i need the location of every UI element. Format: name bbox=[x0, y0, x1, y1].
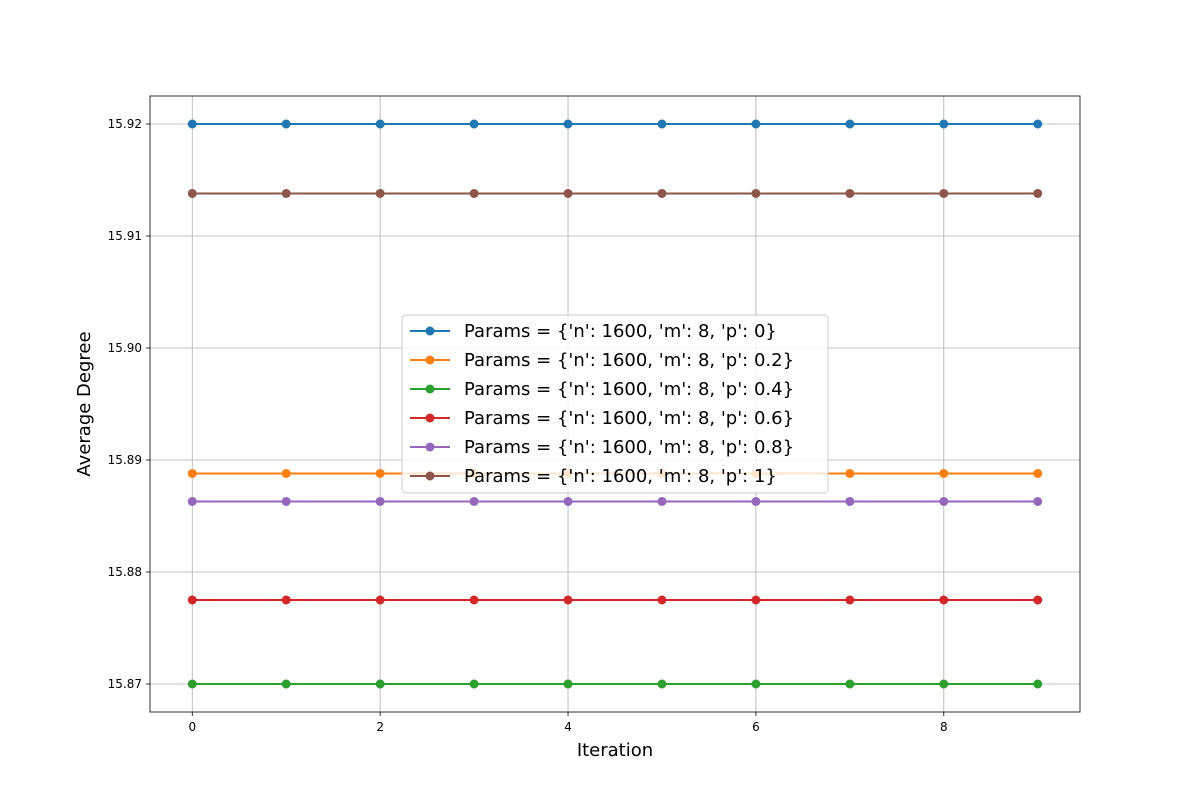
data-point bbox=[657, 679, 667, 689]
data-point bbox=[939, 496, 949, 506]
data-point bbox=[845, 468, 855, 478]
data-point bbox=[469, 188, 479, 198]
data-point bbox=[187, 595, 197, 605]
legend-label: Params = {'n': 1600, 'm': 8, 'p': 0.6} bbox=[464, 408, 794, 429]
legend: Params = {'n': 1600, 'm': 8, 'p': 0} Para… bbox=[401, 314, 829, 494]
data-point bbox=[657, 496, 667, 506]
legend-marker bbox=[425, 413, 435, 423]
y-tick-label: 15.92 bbox=[108, 117, 142, 131]
data-point bbox=[187, 679, 197, 689]
legend-marker bbox=[425, 471, 435, 481]
data-point bbox=[563, 679, 573, 689]
series-5 bbox=[187, 188, 1043, 198]
legend-label: Params = {'n': 1600, 'm': 8, 'p': 0} bbox=[464, 321, 777, 342]
data-point bbox=[845, 496, 855, 506]
legend-item: Params = {'n': 1600, 'm': 8, 'p': 0.2} bbox=[410, 350, 794, 371]
data-point bbox=[939, 119, 949, 129]
x-axis-title: Iteration bbox=[577, 740, 653, 761]
series-3 bbox=[187, 595, 1043, 605]
legend-marker bbox=[425, 355, 435, 365]
data-point bbox=[751, 679, 761, 689]
data-point bbox=[751, 595, 761, 605]
series-2 bbox=[187, 679, 1043, 689]
data-point bbox=[1033, 679, 1043, 689]
data-point bbox=[939, 679, 949, 689]
data-point bbox=[563, 188, 573, 198]
y-axis-title: Average Degree bbox=[74, 331, 95, 476]
data-point bbox=[187, 468, 197, 478]
x-tick-label: 0 bbox=[188, 720, 196, 734]
y-tick-label: 15.88 bbox=[108, 565, 142, 579]
data-point bbox=[469, 119, 479, 129]
data-point bbox=[657, 119, 667, 129]
data-point bbox=[751, 119, 761, 129]
data-point bbox=[375, 496, 385, 506]
legend-item: Params = {'n': 1600, 'm': 8, 'p': 0} bbox=[410, 321, 777, 342]
data-point bbox=[281, 496, 291, 506]
y-tick-label: 15.89 bbox=[108, 453, 142, 467]
data-point bbox=[751, 496, 761, 506]
legend-item: Params = {'n': 1600, 'm': 8, 'p': 0.6} bbox=[410, 408, 794, 429]
data-point bbox=[939, 468, 949, 478]
data-point bbox=[375, 119, 385, 129]
data-point bbox=[845, 119, 855, 129]
data-point bbox=[657, 595, 667, 605]
legend-marker bbox=[425, 442, 435, 452]
data-point bbox=[1033, 468, 1043, 478]
plot-frame bbox=[149, 95, 1081, 713]
data-point bbox=[563, 496, 573, 506]
y-tick-label: 15.87 bbox=[108, 677, 142, 691]
data-point bbox=[469, 679, 479, 689]
legend-box bbox=[401, 314, 829, 494]
data-point bbox=[1033, 119, 1043, 129]
data-point bbox=[563, 119, 573, 129]
y-tick-label: 15.90 bbox=[108, 341, 142, 355]
series-4 bbox=[187, 496, 1043, 506]
data-point bbox=[187, 119, 197, 129]
data-point bbox=[845, 188, 855, 198]
legend-marker bbox=[425, 384, 435, 394]
data-point bbox=[281, 468, 291, 478]
legend-label: Params = {'n': 1600, 'm': 8, 'p': 1} bbox=[464, 466, 777, 487]
data-point bbox=[751, 188, 761, 198]
legend-label: Params = {'n': 1600, 'm': 8, 'p': 0.8} bbox=[464, 437, 794, 458]
data-point bbox=[939, 188, 949, 198]
data-point bbox=[845, 595, 855, 605]
data-point bbox=[1033, 496, 1043, 506]
x-tick-label: 8 bbox=[940, 720, 948, 734]
legend-item: Params = {'n': 1600, 'm': 8, 'p': 0.8} bbox=[410, 437, 794, 458]
data-point bbox=[563, 595, 573, 605]
data-point bbox=[187, 188, 197, 198]
data-point bbox=[1033, 188, 1043, 198]
data-point bbox=[375, 468, 385, 478]
data-point bbox=[281, 188, 291, 198]
data-point bbox=[281, 679, 291, 689]
data-point bbox=[375, 595, 385, 605]
data-point bbox=[939, 595, 949, 605]
axes: 0 2 4 6 8 15.87 15.88 15.89 15.90 15.91 15.92 bbox=[108, 95, 1081, 734]
data-point bbox=[375, 679, 385, 689]
series-0 bbox=[187, 119, 1043, 129]
data-point bbox=[281, 595, 291, 605]
data-point bbox=[469, 496, 479, 506]
legend-marker bbox=[425, 326, 435, 336]
legend-item: Params = {'n': 1600, 'm': 8, 'p': 0.4} bbox=[410, 379, 794, 400]
y-tick-label: 15.91 bbox=[108, 229, 142, 243]
data-point bbox=[375, 188, 385, 198]
legend-label: Params = {'n': 1600, 'm': 8, 'p': 0.2} bbox=[464, 350, 794, 371]
x-tick-label: 2 bbox=[376, 720, 384, 734]
data-point bbox=[845, 679, 855, 689]
data-point bbox=[1033, 595, 1043, 605]
data-point bbox=[657, 188, 667, 198]
legend-label: Params = {'n': 1600, 'm': 8, 'p': 0.4} bbox=[464, 379, 794, 400]
data-point bbox=[187, 496, 197, 506]
legend-item: Params = {'n': 1600, 'm': 8, 'p': 1} bbox=[410, 466, 777, 487]
data-point bbox=[469, 595, 479, 605]
x-tick-label: 6 bbox=[752, 720, 760, 734]
data-point bbox=[281, 119, 291, 129]
x-tick-label: 4 bbox=[564, 720, 572, 734]
